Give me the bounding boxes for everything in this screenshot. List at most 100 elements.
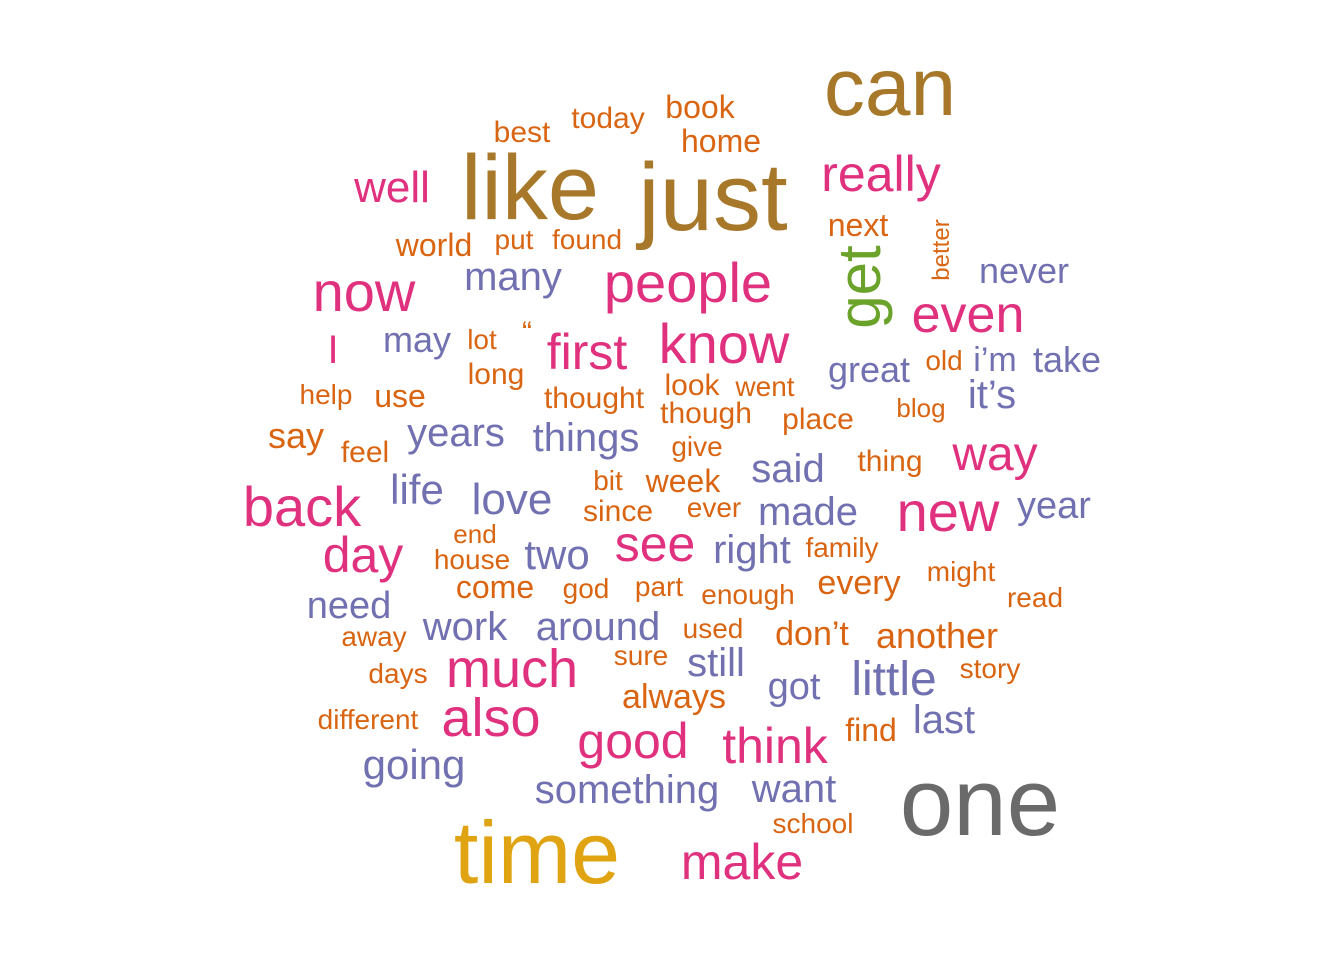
word-school: school <box>772 808 854 839</box>
word-years: years <box>407 411 505 455</box>
word-every: every <box>817 564 901 602</box>
word-ever: ever <box>686 492 742 523</box>
word-good: good <box>577 713 689 769</box>
word-made: made <box>757 490 859 534</box>
word-quote: “ <box>522 316 532 349</box>
word-take: take <box>1032 339 1102 380</box>
word-last: last <box>912 698 976 742</box>
word-went: went <box>735 371 795 402</box>
word-like: like <box>460 137 600 239</box>
word-better: better <box>928 219 955 281</box>
word-next: next <box>827 207 889 243</box>
word-lot: lot <box>467 324 497 355</box>
word-story: story <box>959 653 1021 684</box>
word-don-t: don’t <box>775 615 849 653</box>
word-one: one <box>899 749 1061 856</box>
word-long: long <box>467 358 525 391</box>
word-work: work <box>422 605 508 649</box>
word-part: part <box>634 571 684 602</box>
word-found: found <box>551 224 623 255</box>
word-back: back <box>242 475 362 538</box>
word-end: end <box>453 519 497 549</box>
word-come: come <box>455 569 535 605</box>
word-right: right <box>713 528 791 572</box>
word-little: little <box>851 653 937 706</box>
word-first: first <box>546 324 628 380</box>
word-thought: thought <box>543 382 645 415</box>
word-i: I <box>327 328 339 372</box>
word-world: world <box>395 227 473 263</box>
word-help: help <box>299 379 353 410</box>
word-get: get <box>826 245 893 329</box>
word-got: got <box>767 666 821 708</box>
word-well: well <box>354 163 430 212</box>
word-things: things <box>532 416 640 460</box>
word-just: just <box>638 144 788 251</box>
word-days: days <box>368 658 428 689</box>
word-use: use <box>374 378 426 414</box>
word-put: put <box>494 224 534 255</box>
word-said: said <box>751 447 825 491</box>
word-really: really <box>821 146 941 202</box>
word-bit: bit <box>593 465 623 496</box>
word-still: still <box>687 641 745 685</box>
word-people: people <box>603 251 773 314</box>
word-thing: thing <box>857 445 923 478</box>
word-say: say <box>267 415 325 456</box>
word-new: new <box>896 480 1000 543</box>
word-think: think <box>722 718 828 774</box>
word-look: look <box>664 369 720 402</box>
word-around: around <box>535 605 661 649</box>
word-love: love <box>471 475 553 524</box>
word-find: find <box>845 712 897 748</box>
word-week: week <box>645 463 721 499</box>
word-time: time <box>453 803 621 902</box>
word-never: never <box>978 250 1070 291</box>
word-enough: enough <box>701 579 795 610</box>
word-today: today <box>571 102 645 135</box>
word-now: now <box>312 260 416 323</box>
word-know: know <box>658 312 790 375</box>
word-home: home <box>680 123 762 159</box>
word-want: want <box>751 767 837 811</box>
word-since: since <box>582 495 654 528</box>
word-feel: feel <box>340 436 390 469</box>
word-read: read <box>1006 582 1064 613</box>
word-see: see <box>614 516 696 572</box>
word-it-s: it’s <box>967 373 1017 417</box>
word-book: book <box>665 89 735 125</box>
word-two: two <box>524 531 590 578</box>
word-blog: blog <box>896 393 946 423</box>
word-life: life <box>390 466 444 513</box>
word-something: something <box>534 768 720 812</box>
word-can: can <box>823 42 957 133</box>
word-always: always <box>622 678 726 716</box>
word-i-m: i’m <box>973 341 1017 379</box>
word-old: old <box>925 345 963 376</box>
word-also: also <box>441 688 541 748</box>
word-many: many <box>464 255 562 299</box>
word-sure: sure <box>613 640 669 671</box>
word-place: place <box>782 403 854 436</box>
word-away: away <box>341 621 407 652</box>
word-used: used <box>682 613 744 644</box>
word-another: another <box>875 615 999 656</box>
word-year: year <box>1017 485 1091 527</box>
word-though: though <box>660 397 752 430</box>
word-going: going <box>362 741 466 788</box>
word-even: even <box>911 286 1025 344</box>
word-day: day <box>322 527 404 583</box>
word-may: may <box>382 319 452 360</box>
word-need: need <box>306 585 392 627</box>
word-family: family <box>805 532 879 563</box>
word-best: best <box>493 116 551 149</box>
word-different: different <box>317 704 419 735</box>
word-god: god <box>562 573 610 604</box>
word-might: might <box>926 556 996 587</box>
word-make: make <box>680 834 804 890</box>
word-way: way <box>952 428 1038 481</box>
word-house: house <box>433 544 511 575</box>
word-much: much <box>445 639 579 699</box>
word-great: great <box>827 349 911 390</box>
